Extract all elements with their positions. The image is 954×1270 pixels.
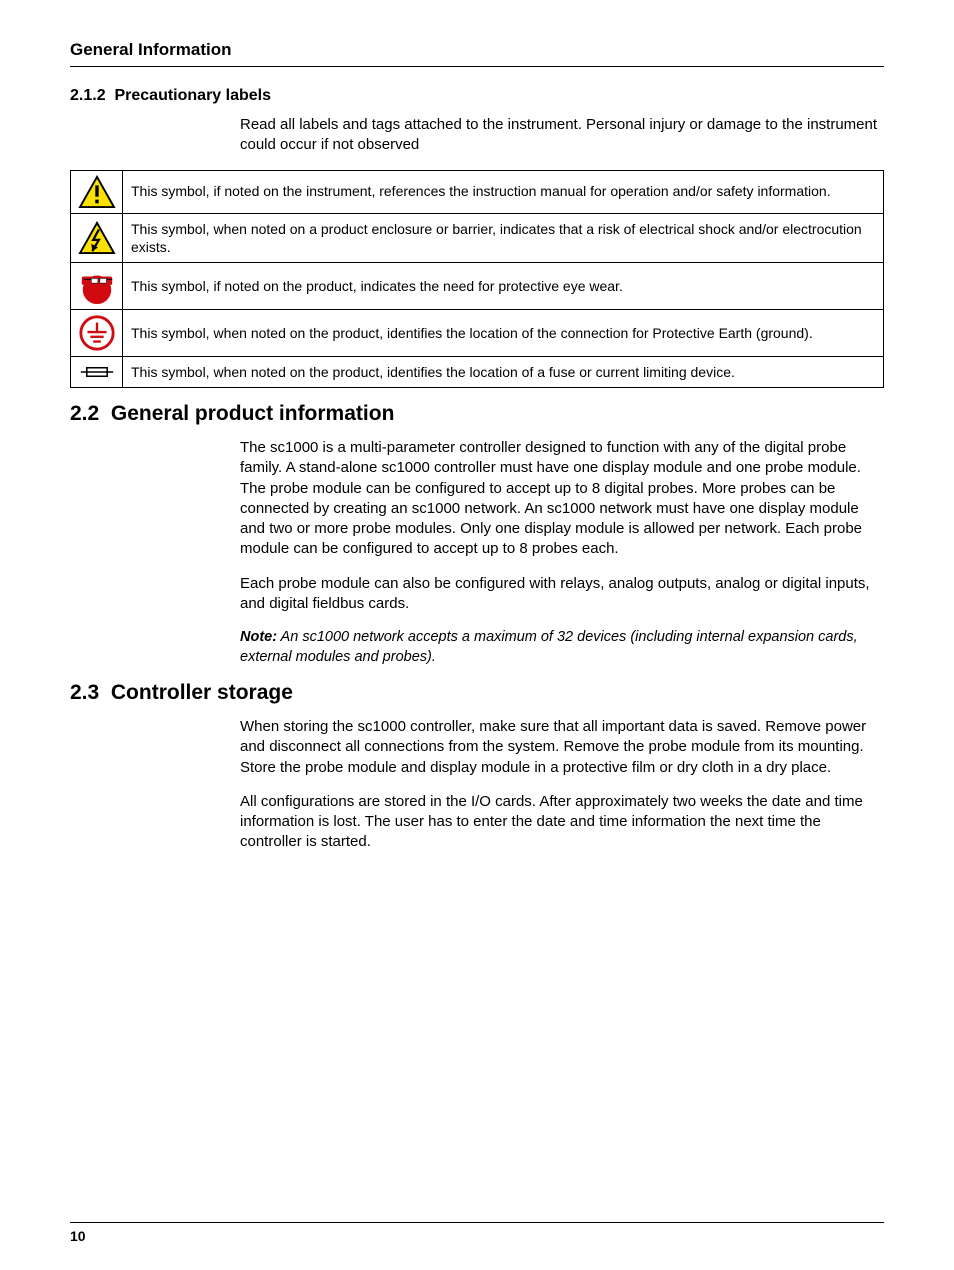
page-footer: 10	[70, 1222, 884, 1244]
section-212-title: Precautionary labels	[114, 87, 271, 104]
section-212-number: 2.1.2	[70, 87, 106, 104]
symbol-cell	[71, 356, 123, 387]
table-row: This symbol, if noted on the product, in…	[71, 262, 884, 309]
section-22-para1: The sc1000 is a multi-parameter controll…	[240, 438, 879, 560]
symbol-desc: This symbol, when noted on the product, …	[123, 309, 884, 356]
eye-protection-icon	[78, 267, 116, 305]
section-22-number: 2.2	[70, 402, 99, 425]
section-212-intro: Read all labels and tags attached to the…	[240, 115, 879, 156]
symbol-cell	[71, 213, 123, 262]
ground-icon	[78, 314, 116, 352]
table-row: This symbol, when noted on the product, …	[71, 309, 884, 356]
table-row: This symbol, when noted on a product enc…	[71, 213, 884, 262]
symbol-desc: This symbol, if noted on the product, in…	[123, 262, 884, 309]
symbol-cell	[71, 262, 123, 309]
symbol-cell	[71, 170, 123, 213]
section-22-heading: 2.2 General product information	[70, 402, 884, 426]
symbols-table: This symbol, if noted on the instrument,…	[70, 170, 884, 389]
warning-triangle-icon	[78, 175, 116, 209]
table-row: This symbol, when noted on the product, …	[71, 356, 884, 387]
section-23-para2: All configurations are stored in the I/O…	[240, 792, 879, 853]
symbol-desc: This symbol, when noted on the product, …	[123, 356, 884, 387]
section-22-title: General product information	[111, 402, 395, 425]
section-22-para2: Each probe module can also be configured…	[240, 574, 879, 615]
page-header: General Information	[70, 40, 884, 67]
section-23-para1: When storing the sc1000 controller, make…	[240, 717, 879, 778]
note-label: Note:	[240, 629, 277, 645]
section-22-note: Note: An sc1000 network accepts a maximu…	[240, 628, 879, 667]
section-23-number: 2.3	[70, 681, 99, 704]
symbol-desc: This symbol, if noted on the instrument,…	[123, 170, 884, 213]
page-number: 10	[70, 1228, 86, 1244]
symbol-desc: This symbol, when noted on a product enc…	[123, 213, 884, 262]
shock-triangle-icon	[78, 221, 116, 255]
section-23-heading: 2.3 Controller storage	[70, 681, 884, 705]
note-body: An sc1000 network accepts a maximum of 3…	[240, 629, 858, 665]
fuse-icon	[80, 365, 114, 379]
table-row: This symbol, if noted on the instrument,…	[71, 170, 884, 213]
section-23-title: Controller storage	[111, 681, 293, 704]
symbol-cell	[71, 309, 123, 356]
section-212-heading: 2.1.2 Precautionary labels	[70, 87, 884, 105]
